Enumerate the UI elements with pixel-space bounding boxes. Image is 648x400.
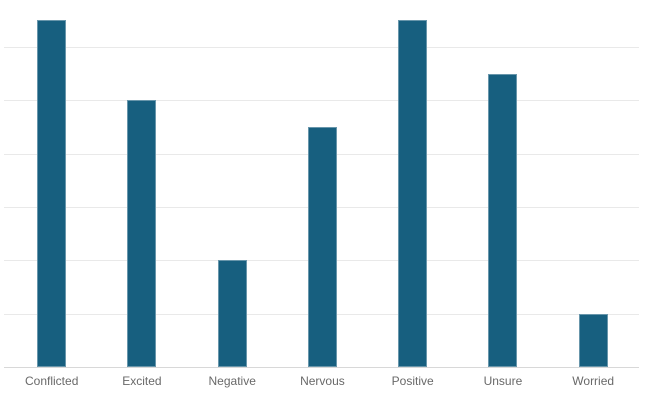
bar-negative[interactable] [217, 260, 247, 367]
x-tick-label-excited: Excited [122, 374, 162, 388]
bar-positive[interactable] [398, 20, 428, 367]
bar-nervous[interactable] [307, 126, 337, 367]
x-tick-label-negative: Negative [208, 374, 256, 388]
x-tick-label-worried: Worried [572, 374, 615, 388]
x-tick-label-unsure: Unsure [483, 374, 523, 388]
x-axis-baseline [4, 367, 639, 368]
bar-unsure[interactable] [488, 73, 518, 367]
bar-conflicted[interactable] [37, 20, 67, 367]
bar-excited[interactable] [127, 100, 157, 367]
x-tick-label-conflicted: Conflicted [25, 374, 79, 388]
x-tick-label-positive: Positive [391, 374, 434, 388]
gridline [4, 47, 639, 48]
bar-worried[interactable] [578, 313, 608, 367]
x-tick-label-nervous: Nervous [300, 374, 345, 388]
gridline [4, 100, 639, 101]
